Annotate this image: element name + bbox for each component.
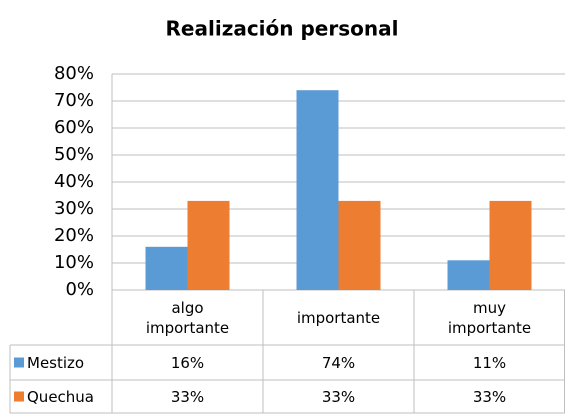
table-value: 11% — [473, 354, 506, 372]
bar — [447, 260, 490, 290]
bar — [338, 200, 381, 290]
table-value: 74% — [322, 354, 355, 372]
y-tick-label: 10% — [54, 252, 94, 273]
bar — [187, 200, 230, 290]
table-value: 33% — [171, 388, 204, 406]
bar — [296, 90, 339, 290]
y-tick-label: 50% — [54, 144, 94, 165]
table-value: 16% — [171, 354, 204, 372]
legend-swatch — [14, 357, 24, 368]
y-tick-label: 80% — [54, 63, 94, 84]
x-tick-label: algo importante — [145, 298, 230, 337]
table-value: 33% — [473, 388, 506, 406]
chart-title: Realización personal — [166, 17, 399, 41]
legend-label: Quechua — [27, 388, 94, 406]
table-value: 33% — [322, 388, 355, 406]
y-tick-label: 30% — [54, 198, 94, 219]
legend-label: Mestizo — [27, 354, 84, 372]
y-tick-label: 20% — [54, 225, 94, 246]
x-tick-label: muy importante — [447, 298, 532, 337]
y-tick-label: 0% — [65, 279, 94, 300]
bar — [489, 200, 532, 290]
bar — [145, 246, 188, 290]
y-tick-label: 60% — [54, 117, 94, 138]
x-tick-label: importante — [296, 308, 381, 327]
y-tick-label: 70% — [54, 90, 94, 111]
legend-swatch — [14, 391, 24, 402]
y-tick-label: 40% — [54, 171, 94, 192]
